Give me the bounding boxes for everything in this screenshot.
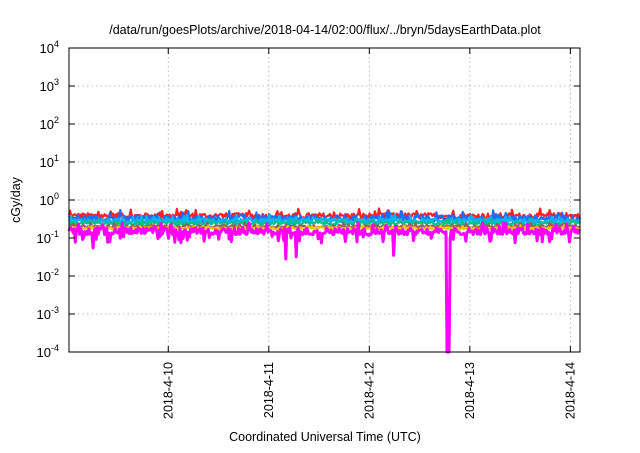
y-tick-label: 101: [40, 153, 59, 170]
y-tick-label: 103: [40, 77, 59, 94]
y-tick-label: 10-1: [37, 229, 59, 246]
series-group: [67, 207, 582, 354]
grid: [69, 48, 580, 352]
y-tick-label: 10-4: [37, 343, 59, 360]
axes: 104 103 102 101 100 10-1 10-2 10-3 10-4 2018-4-10…: [37, 39, 580, 419]
x-tick-label: 2018-4-13: [463, 362, 477, 419]
y-tick-label: 10-2: [37, 267, 59, 284]
y-tick-label: 102: [40, 115, 59, 132]
line-series-4: [68, 217, 581, 226]
y-tick-label: 10-3: [37, 305, 59, 322]
chart-title: /data/run/goesPlots/archive/2018-04-14/0…: [109, 23, 541, 37]
line-series-3: [67, 213, 582, 225]
x-axis-label: Coordinated Universal Time (UTC): [229, 430, 421, 444]
x-tick-label: 2018-4-10: [161, 362, 175, 419]
x-tick-label: 2018-4-11: [262, 362, 276, 418]
line-series-7: [67, 221, 582, 354]
x-tick-label: 2018-4-14: [563, 362, 577, 419]
x-tick-label: 2018-4-12: [362, 362, 376, 419]
y-tick-label: 100: [40, 191, 59, 208]
y-axis-label: cGy/day: [9, 176, 23, 223]
y-tick-label: 104: [40, 39, 59, 56]
